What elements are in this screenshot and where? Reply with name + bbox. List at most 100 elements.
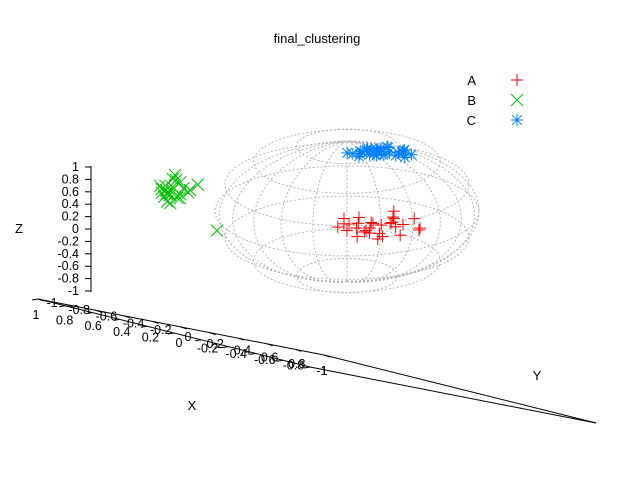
sphere-meridian xyxy=(346,140,414,283)
point-C xyxy=(370,145,383,158)
point-A xyxy=(338,212,350,225)
y-tick-label: 0.6 xyxy=(261,350,278,364)
y-axis-ticks: -1 -0.8 -0.6 -0.4 -0.2 0 0.2 0.4 0.6 0.8 1 xyxy=(31,296,328,378)
x-tick-label: -0.8 xyxy=(283,358,305,372)
point-A xyxy=(387,211,399,223)
x-tick-mark xyxy=(238,337,245,341)
x-tick-label: 0.8 xyxy=(56,314,73,328)
z-tick-label: -0.2 xyxy=(57,234,79,248)
y-tick-mark xyxy=(167,332,175,335)
z-tick-label: 1 xyxy=(72,160,79,174)
point-A xyxy=(367,217,379,230)
point-C xyxy=(397,146,409,159)
point-B xyxy=(191,178,205,191)
x-tick-mark xyxy=(37,298,45,302)
y-tick-mark xyxy=(140,325,147,328)
x-axis-ticks: -1 -0.8 -0.6 -0.4 -0.2 0 0.2 0.4 0.6 0.8 1 xyxy=(33,298,331,378)
point-B xyxy=(169,173,183,187)
point-B xyxy=(181,186,195,199)
y-tick-mark xyxy=(86,312,93,315)
legend-marker-C xyxy=(511,114,523,126)
y-tick-mark xyxy=(113,318,120,321)
legend-marker-A xyxy=(511,74,523,86)
z-tick-label: -0.8 xyxy=(57,272,79,286)
legend-label-C: C xyxy=(467,113,476,128)
point-A xyxy=(397,218,409,231)
back-edge-x xyxy=(323,354,597,424)
x-tick-mark xyxy=(266,343,273,347)
y-tick-mark xyxy=(195,339,202,342)
point-A xyxy=(351,230,364,243)
x-tick-mark xyxy=(180,326,188,330)
z-tick-label: 0.6 xyxy=(62,185,79,199)
point-B xyxy=(171,191,184,205)
point-A xyxy=(353,211,365,224)
y-tick-label: 0.2 xyxy=(207,337,224,351)
y-tick-label: 0 xyxy=(185,330,192,344)
y-tick-mark xyxy=(276,359,283,362)
point-B xyxy=(174,175,187,189)
z-tick-label: 0 xyxy=(72,222,79,236)
z-tick-label: -1 xyxy=(68,284,79,298)
data-points xyxy=(153,140,426,245)
sphere-meridian xyxy=(346,140,462,282)
y-tick-mark xyxy=(222,346,229,349)
z-tick-label: -0.6 xyxy=(57,259,79,273)
axes xyxy=(37,166,597,424)
y-tick-mark xyxy=(59,305,66,308)
z-tick-label: 0.2 xyxy=(62,210,79,224)
x-tick-label: 0.4 xyxy=(113,325,130,339)
point-C xyxy=(341,146,354,159)
y-tick-mark xyxy=(31,298,39,301)
series-B xyxy=(153,168,224,237)
series-A xyxy=(331,205,426,245)
x-tick-label: -0.6 xyxy=(254,353,276,367)
point-A xyxy=(413,224,425,236)
sphere-meridian xyxy=(280,140,348,283)
point-A xyxy=(341,224,353,237)
point-C xyxy=(377,148,390,161)
z-tick-label: 0.4 xyxy=(62,197,79,211)
point-A xyxy=(331,221,344,234)
point-C xyxy=(361,142,374,155)
chart-title: final_clustering xyxy=(274,31,361,46)
point-A xyxy=(352,217,365,230)
point-A xyxy=(376,230,389,243)
legend: ABC xyxy=(467,73,524,128)
x-axis-label: X xyxy=(188,398,197,413)
x-tick-mark xyxy=(66,304,73,308)
y-tick-label: -0.8 xyxy=(68,303,90,317)
x-tick-label: 1 xyxy=(33,308,40,322)
point-A xyxy=(360,224,372,237)
point-A xyxy=(408,212,421,225)
series-C xyxy=(341,140,418,164)
sphere-meridian xyxy=(346,140,480,282)
reference-sphere-wireframe xyxy=(214,128,480,294)
y-tick-label: -0.4 xyxy=(123,316,145,330)
point-A xyxy=(394,229,407,242)
y-tick-label: 0.8 xyxy=(288,357,305,371)
x-tick-mark xyxy=(123,315,130,319)
point-B xyxy=(173,191,187,205)
x-tick-mark xyxy=(95,309,102,313)
point-A xyxy=(414,222,426,235)
x-tick-label: 0 xyxy=(176,336,183,350)
y-tick-label: -1 xyxy=(46,296,57,310)
back-edge-y xyxy=(309,366,597,424)
z-axis-ticks: 10.80.60.40.20-0.2-0.4-0.6-0.8-1 xyxy=(57,160,91,298)
x-tick-label: 0.2 xyxy=(142,330,159,344)
x-tick-label: -1 xyxy=(316,364,327,378)
point-B xyxy=(210,224,224,237)
point-A xyxy=(385,216,398,229)
x-tick-label: -0.2 xyxy=(197,342,219,356)
y-tick-mark xyxy=(249,352,256,355)
y-tick-label: 1 xyxy=(321,364,328,378)
legend-marker-B xyxy=(510,93,524,107)
point-A xyxy=(350,222,363,234)
y-tick-mark xyxy=(303,366,311,369)
x-tick-mark xyxy=(209,332,216,336)
y-tick-label: 0.4 xyxy=(234,344,251,358)
sphere-parallel xyxy=(253,228,441,293)
point-A xyxy=(358,226,371,238)
